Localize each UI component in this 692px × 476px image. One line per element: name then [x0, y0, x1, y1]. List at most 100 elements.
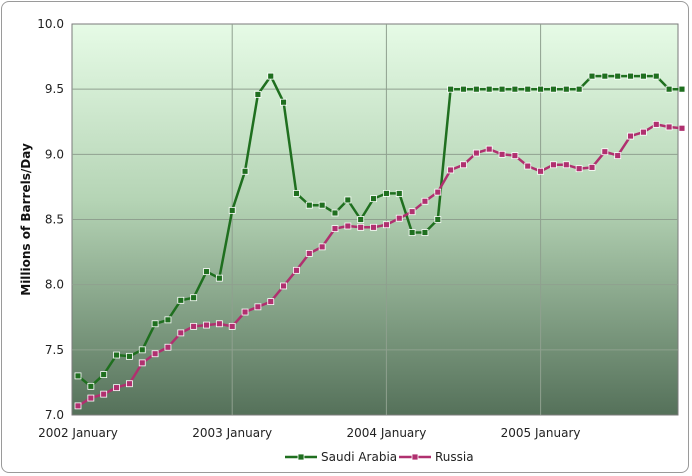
data-point	[537, 85, 544, 93]
data-point	[164, 316, 172, 324]
data-point	[318, 201, 326, 209]
y-tick-label: 7.0	[45, 408, 64, 422]
data-point	[614, 152, 622, 160]
data-point	[485, 145, 493, 153]
data-point	[305, 249, 313, 257]
data-point	[254, 90, 262, 98]
legend: Saudi Arabia Russia	[285, 450, 474, 464]
data-point	[382, 190, 390, 197]
data-point	[485, 85, 493, 93]
data-point	[550, 85, 557, 93]
data-point	[472, 85, 480, 93]
data-point	[164, 343, 172, 351]
data-point	[203, 268, 210, 276]
data-point	[460, 161, 467, 169]
data-point	[460, 85, 467, 93]
data-point	[601, 148, 609, 156]
data-point	[215, 320, 223, 328]
data-point	[511, 152, 519, 160]
data-point	[331, 209, 339, 217]
data-point	[472, 149, 480, 157]
data-point	[537, 167, 544, 175]
y-tick-label: 9.5	[45, 82, 64, 96]
data-point	[87, 394, 95, 402]
x-axis: 2002 January 2003 January 2004 January 2005…	[38, 426, 580, 440]
data-point	[357, 223, 365, 231]
data-point	[254, 303, 262, 311]
data-point	[562, 161, 570, 169]
data-point	[267, 298, 275, 306]
data-point	[678, 124, 686, 132]
data-point	[267, 72, 275, 80]
data-point	[370, 195, 377, 203]
data-point	[614, 72, 622, 80]
data-point	[421, 197, 429, 205]
x-tick-label: 2002 January	[38, 426, 118, 440]
data-point	[357, 216, 365, 223]
data-point	[408, 229, 416, 236]
data-point	[511, 85, 519, 93]
data-point	[203, 321, 210, 329]
data-point	[408, 208, 416, 216]
data-point	[601, 72, 609, 80]
data-point	[575, 85, 583, 93]
data-point	[640, 72, 647, 80]
x-tick-label: 2003 January	[192, 426, 272, 440]
data-point	[370, 223, 377, 231]
data-point	[177, 296, 185, 304]
data-point	[113, 351, 120, 359]
legend-item: Russia	[399, 450, 474, 464]
y-tick-label: 7.5	[45, 343, 64, 357]
data-point	[421, 229, 429, 236]
data-point	[215, 274, 223, 282]
series-saudi-arabia	[74, 72, 686, 390]
data-point	[177, 329, 185, 337]
data-point	[113, 384, 120, 392]
data-point	[305, 201, 313, 209]
data-point	[228, 206, 236, 214]
data-point	[498, 150, 506, 158]
data-point	[138, 346, 146, 354]
legend-marker	[297, 453, 305, 461]
data-point	[447, 166, 455, 174]
data-point	[524, 162, 532, 170]
y-tick-label: 9.0	[45, 147, 64, 161]
data-point	[241, 308, 249, 316]
data-point	[678, 85, 686, 93]
y-tick-label: 10.0	[37, 17, 64, 31]
data-point	[293, 266, 300, 274]
data-point	[280, 98, 288, 106]
data-point	[562, 85, 570, 93]
data-point	[395, 214, 403, 222]
series-russia	[74, 120, 686, 410]
data-point	[331, 225, 339, 233]
data-point	[228, 322, 236, 330]
y-axis-label: Millions of Barrels/Day	[19, 143, 33, 296]
data-point	[100, 390, 108, 398]
legend-marker	[411, 453, 419, 461]
data-point	[293, 190, 300, 197]
data-point	[588, 163, 596, 171]
data-point	[74, 372, 82, 380]
data-point	[665, 85, 673, 93]
data-point	[627, 72, 634, 80]
data-point	[344, 222, 352, 230]
data-point	[126, 352, 133, 360]
data-point	[126, 380, 133, 388]
data-point	[190, 322, 198, 330]
legend-label: Russia	[435, 450, 474, 464]
data-point	[498, 85, 506, 93]
data-point	[447, 85, 455, 93]
data-point	[640, 128, 647, 136]
data-point	[575, 165, 583, 173]
data-point	[100, 371, 108, 378]
data-point	[434, 188, 442, 196]
data-point	[318, 243, 326, 251]
data-point	[382, 221, 390, 229]
data-point	[524, 85, 532, 93]
series-lines	[74, 72, 686, 410]
data-point	[652, 120, 660, 128]
data-point	[190, 294, 198, 302]
data-point	[395, 190, 403, 197]
